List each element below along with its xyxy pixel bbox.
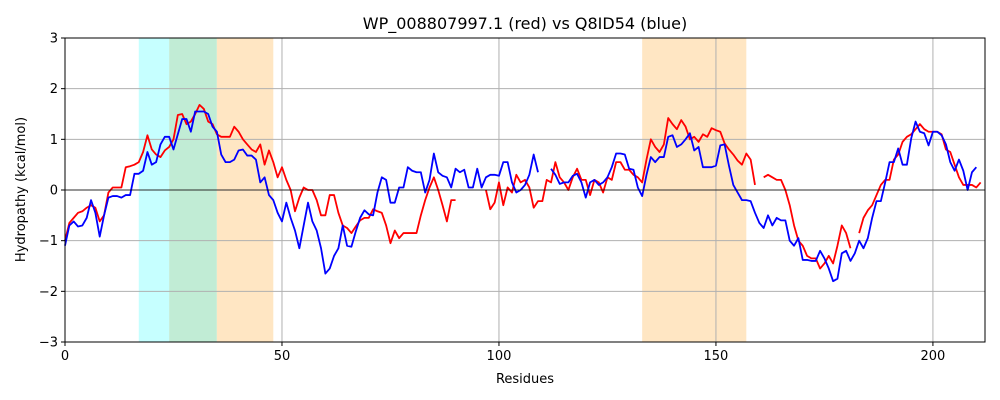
- y-tick-label: 2: [50, 82, 58, 97]
- x-tick-label: 100: [487, 349, 512, 364]
- series-line-1: [64, 103, 982, 270]
- series-line-2: [64, 110, 978, 283]
- x-tick-label: 0: [61, 349, 69, 364]
- x-tick-label: 200: [921, 349, 946, 364]
- y-tick-label: −3: [39, 336, 58, 351]
- x-axis-label: Residues: [496, 372, 554, 387]
- y-tick-label: −1: [39, 234, 58, 249]
- chart-title: WP_008807997.1 (red) vs Q8ID54 (blue): [363, 14, 687, 34]
- plot-area: 0 50 100 150 200 −3 −2 −1 0 1 2 3: [39, 32, 986, 364]
- y-axis-label: Hydropathy (kcal/mol): [14, 117, 29, 262]
- y-tick-label: 0: [50, 184, 58, 199]
- y-tick-label: 3: [50, 32, 58, 47]
- x-tick-label: 50: [274, 349, 291, 364]
- x-tick-label: 150: [704, 349, 729, 364]
- y-tick-label: 1: [50, 133, 58, 148]
- y-tick-label: −2: [39, 285, 58, 300]
